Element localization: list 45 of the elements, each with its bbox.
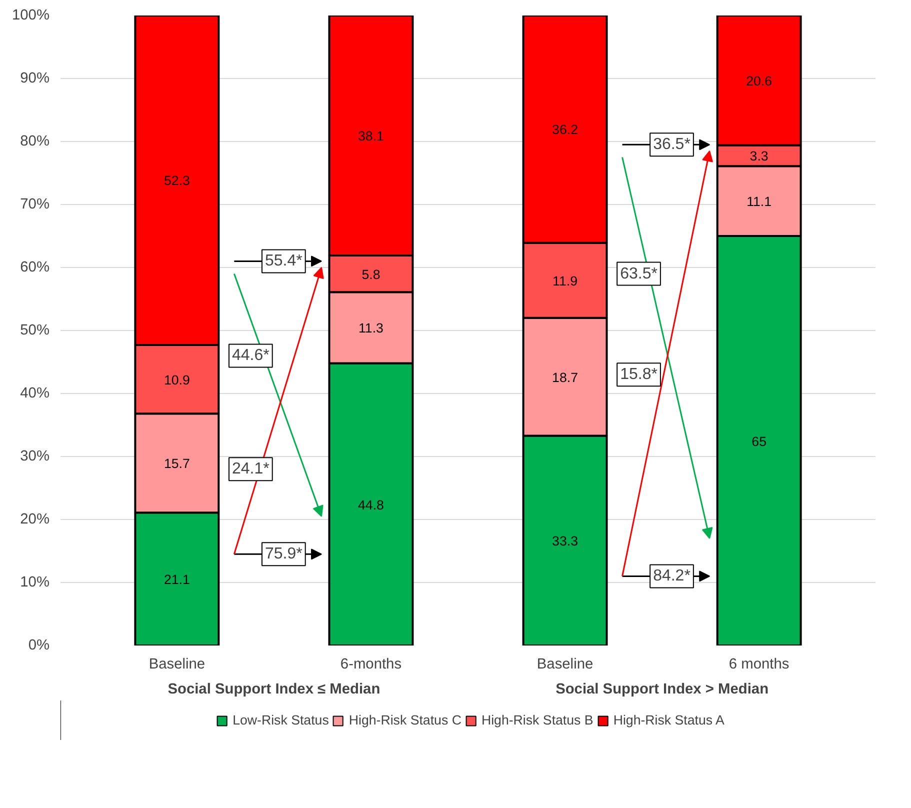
annotation: 63.5*	[620, 265, 658, 282]
data-label: 21.1	[164, 572, 190, 588]
y-tick-label: 90%	[20, 70, 50, 86]
legend-label: High-Risk Status B	[481, 712, 594, 728]
legend-label: High-Risk Status C	[348, 712, 462, 728]
annotation: 15.8*	[620, 366, 658, 384]
x-tick-label: 6-months	[340, 656, 402, 672]
y-tick-label: 20%	[20, 512, 50, 528]
x-tick-label: Baseline	[536, 656, 594, 672]
y-tick-label: 50%	[20, 322, 50, 338]
y-tick-label: 10%	[20, 574, 50, 590]
y-tick-label: 60%	[20, 260, 50, 276]
y-tick-label: 0%	[28, 638, 50, 654]
y-tick-label: 70%	[20, 196, 50, 212]
text: Social Support Index > Median	[556, 682, 769, 698]
data-label: 38.1	[358, 128, 384, 144]
y-tick-label: 100%	[12, 8, 50, 24]
annotation: 55.4*	[264, 252, 302, 270]
data-label: 52.3	[164, 173, 190, 188]
data-label: 44.8	[358, 497, 384, 512]
y-tick-label: 40%	[20, 386, 50, 402]
x-tick-label: Baseline	[148, 656, 206, 672]
data-label: 11.9	[552, 273, 578, 288]
data-label: 36.2	[552, 122, 578, 137]
legend-label: Low-Risk Status	[232, 712, 329, 728]
data-label: 18.7	[552, 370, 578, 385]
y-tick-label: 80%	[20, 134, 50, 150]
data-label: 15.7	[164, 456, 190, 472]
annotation: 84.2*	[653, 568, 690, 585]
x-tick-label: 6 months	[728, 656, 790, 672]
annotation: 24.1*	[232, 460, 270, 478]
y-tick-label: 30%	[20, 448, 50, 464]
data-label: 3.3	[750, 148, 768, 164]
annotation: 75.9*	[264, 546, 302, 563]
legend-label: High-Risk Status A	[613, 712, 724, 728]
data-label: 33.3	[552, 534, 578, 549]
data-label: 11.1	[746, 194, 772, 210]
data-label: 10.9	[164, 372, 190, 388]
data-label: 11.3	[358, 320, 384, 336]
annotation: 36.5*	[653, 136, 690, 154]
data-label: 5.8	[362, 266, 380, 282]
text: Social Support Index ≤ Median	[168, 682, 380, 698]
annotation: 44.6*	[232, 347, 270, 364]
data-label: 65	[752, 434, 766, 449]
data-label: 20.6	[746, 73, 772, 88]
